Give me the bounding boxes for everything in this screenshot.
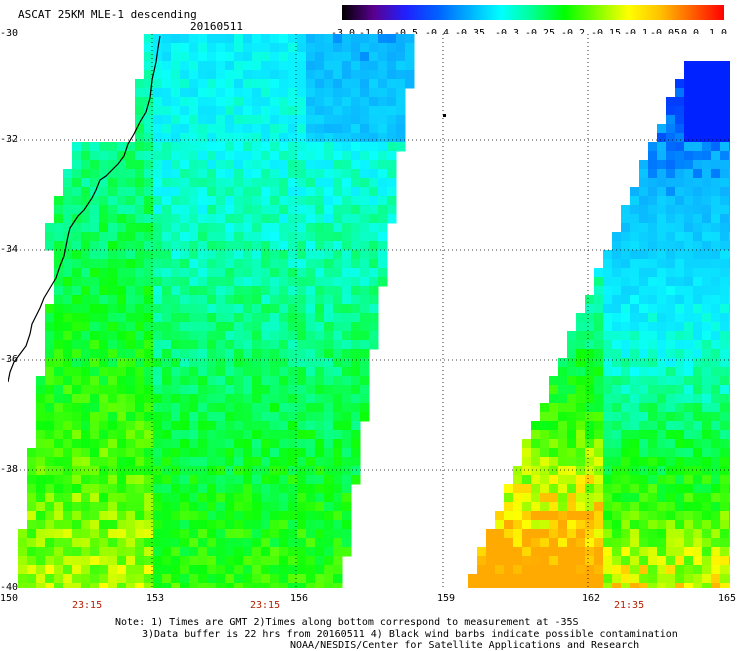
longitude-label: 153	[146, 593, 165, 604]
product-title: ASCAT 25KM MLE-1 descending	[18, 8, 197, 21]
latitude-label: -30	[0, 28, 19, 39]
latitude-label: -40	[0, 582, 19, 593]
latitude-label: -36	[0, 354, 19, 365]
swath-map	[8, 34, 730, 588]
latitude-label: -34	[0, 244, 19, 255]
colorbar-tick-label: -0.5	[394, 28, 418, 39]
colorbar-tick-label: -0.05	[650, 28, 680, 39]
longitude-label: 165	[718, 593, 737, 604]
colorbar-tick-label: -0.1	[624, 28, 648, 39]
colorbar-tick-label: -3.0	[331, 28, 355, 39]
product-date: 20160511	[190, 20, 243, 33]
longitude-label: 156	[290, 593, 309, 604]
colorbar-tick-label: -0.4	[425, 28, 449, 39]
colorbar-tick-label: -0.35	[455, 28, 485, 39]
pass-time-label: 21:35	[614, 600, 645, 611]
pass-time-label: 23:15	[250, 600, 281, 611]
note-line-3: NOAA/NESDIS/Center for Satellite Applica…	[290, 640, 640, 651]
pass-time-label: 23:15	[72, 600, 103, 611]
colorbar-tick-label: -0.25	[525, 28, 555, 39]
colorbar-tick-label: -1.0	[359, 28, 383, 39]
colorbar-tick-label: 1.0	[709, 28, 727, 39]
latitude-label: -32	[0, 134, 19, 145]
island-mark	[443, 114, 446, 117]
longitude-label: 150	[0, 593, 19, 604]
longitude-label: 162	[582, 593, 601, 604]
colorbar: -3.0 -1.0 -0.5 -0.4 -0.35 -0.3 -0.25 -0.2 -0.15-…	[331, 5, 727, 39]
coastline	[8, 35, 161, 383]
note-line-2: 3)Data buffer is 22 hrs from 20160511 4)…	[142, 629, 678, 640]
note-line-1: Note: 1) Times are GMT 2)Times along bot…	[115, 617, 579, 628]
colorbar-gradient	[342, 5, 724, 20]
colorbar-tick-label: -0.3	[495, 28, 519, 39]
colorbar-tick-label: -0.2	[561, 28, 585, 39]
latitude-label: -38	[0, 464, 19, 475]
colorbar-tick-label: 0.0	[681, 28, 699, 39]
longitude-label: 159	[437, 593, 456, 604]
colorbar-tick-label: -0.15	[591, 28, 621, 39]
